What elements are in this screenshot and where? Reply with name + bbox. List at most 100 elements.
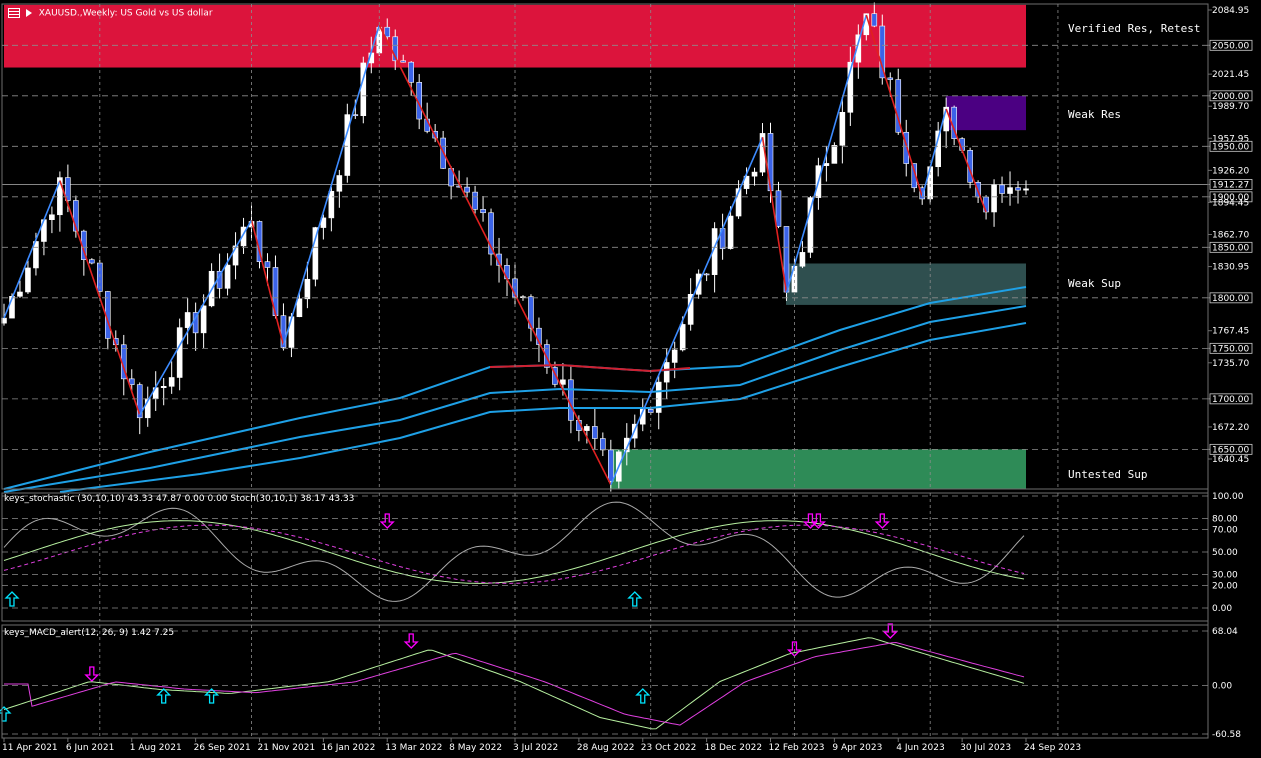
time-label: 1 Aug 2021 [130, 743, 182, 753]
candle [560, 379, 566, 385]
price-label: 1750.00 [1212, 344, 1249, 354]
chart-table-icon[interactable] [8, 8, 20, 18]
candle [703, 273, 710, 276]
zigzag-down-leg [761, 137, 788, 293]
zigzag-up-leg [785, 14, 868, 294]
stoch-main-line [3, 520, 1025, 584]
candle [224, 264, 231, 289]
time-label: 6 Jun 2021 [66, 743, 114, 753]
candle [176, 327, 183, 378]
candle [911, 163, 918, 189]
time-label: 13 Mar 2022 [385, 743, 442, 753]
candle [240, 226, 247, 247]
candle [655, 381, 662, 413]
price-label: 1735.70 [1212, 359, 1249, 369]
down-arrow-icon [810, 513, 826, 529]
candle [408, 61, 415, 83]
candle [823, 163, 830, 166]
time-label: 12 Feb 2023 [769, 743, 825, 753]
stoch-level-label: 20.00 [1212, 582, 1238, 592]
down-arrow-icon [874, 513, 890, 529]
candle [200, 305, 207, 334]
zigzag-up-leg [139, 219, 253, 416]
zigzag-down-leg [378, 24, 612, 486]
candle [168, 377, 175, 387]
candle [400, 60, 407, 63]
candle [73, 200, 79, 232]
candle [623, 437, 630, 453]
candle [775, 190, 782, 227]
candle [807, 197, 814, 253]
price-label: 1926.20 [1212, 166, 1249, 176]
candle [312, 227, 319, 280]
price-label: 1989.70 [1212, 102, 1249, 112]
chart-title: XAUUSD.,Weekly: US Gold vs US dollar [38, 8, 213, 19]
price-box [1209, 90, 1253, 102]
down-arrow-icon [379, 513, 395, 529]
time-label: 30 Jul 2023 [960, 743, 1011, 753]
candle [1007, 187, 1013, 194]
candle [128, 378, 135, 385]
macd-signal-line [4, 641, 1025, 726]
stoch-signal-line [3, 524, 1025, 584]
price-label: 2084.95 [1212, 6, 1249, 16]
stochastic-panel[interactable] [3, 501, 1025, 607]
candle [552, 367, 558, 385]
moving-average-2 [59, 322, 1027, 493]
macd-title: keys_MACD_alert(12, 26, 9) 1.42 7.25 [4, 628, 175, 638]
stoch-level-label: 70.00 [1212, 526, 1238, 536]
price-label: 1800.00 [1212, 294, 1249, 304]
candle [464, 186, 470, 193]
arrow-icon [25, 9, 32, 17]
zone-label: Weak Sup [1068, 277, 1121, 290]
time-label: 28 Aug 2022 [577, 743, 635, 753]
moving-average-red [489, 363, 691, 373]
time-label: 16 Jan 2022 [321, 743, 375, 753]
price-box [1209, 241, 1253, 253]
zigzag-up-leg [3, 180, 61, 319]
price-label: 1850.00 [1212, 243, 1249, 253]
up-arrow-icon [4, 591, 20, 607]
zone-3 [610, 449, 1026, 489]
macd-panel[interactable] [0, 623, 1025, 730]
macd-level-label: -60.58 [1212, 730, 1241, 740]
candle [608, 449, 614, 482]
price-box [1209, 191, 1253, 203]
zone-label: Untested Sup [1068, 468, 1147, 481]
panel-border [1, 624, 1209, 739]
up-arrow-icon [204, 688, 220, 704]
candle [456, 185, 462, 188]
price-box [1209, 393, 1253, 405]
candle [671, 349, 678, 363]
price-box [1209, 179, 1253, 190]
price-label: 1900.00 [1212, 193, 1249, 203]
stoch-level-label: 100.00 [1212, 492, 1244, 502]
candle [751, 171, 758, 177]
down-arrow-icon [786, 641, 803, 657]
time-label: 26 Sep 2021 [194, 743, 251, 753]
candle [887, 77, 894, 80]
price-label: 2050.00 [1212, 41, 1249, 51]
zone-label: Verified Res, Retest [1068, 22, 1200, 35]
candle [392, 36, 399, 62]
stoch-level-label: 80.00 [1212, 514, 1238, 524]
candle [568, 379, 574, 421]
candle [592, 426, 598, 439]
price-label: 1640.45 [1212, 455, 1249, 465]
zigzag-up-leg [610, 136, 764, 486]
candle [544, 344, 550, 368]
candle [999, 184, 1005, 194]
zone-2 [786, 263, 1026, 305]
stochastic-title: keys_stochastic (30,10,10) 43.33 47.87 0… [4, 494, 355, 504]
price-label: 1830.95 [1212, 263, 1249, 273]
stoch-level-label: 50.00 [1212, 548, 1238, 558]
candle [160, 386, 167, 388]
zigzag-up-leg [282, 24, 381, 346]
candle [232, 245, 239, 266]
candle [57, 177, 63, 216]
stoch-level-label: 30.00 [1212, 570, 1238, 580]
moving-average-1 [3, 305, 1027, 493]
candle [1015, 187, 1021, 191]
candle [1023, 188, 1029, 191]
